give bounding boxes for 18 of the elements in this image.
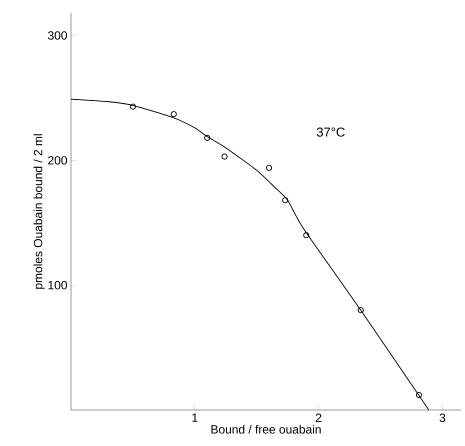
point: [266, 164, 272, 171]
x-axis-title: Bound / free ouabain: [211, 424, 321, 434]
point: [170, 111, 177, 118]
point: [130, 104, 136, 110]
y-tick-label: 100: [48, 280, 68, 290]
y-tick-label: 300: [48, 31, 68, 40]
point: [204, 134, 210, 141]
point: [358, 307, 364, 314]
x-tick-label: 1: [192, 414, 198, 422]
point: [303, 232, 310, 238]
y-tick-label: 200: [48, 156, 68, 165]
point: [221, 154, 228, 160]
x-tick-label: 2: [316, 414, 322, 422]
y-axis-title: pmoles Ouabain bound / 2 ml: [34, 134, 45, 289]
annotation: 37°C: [316, 128, 345, 137]
x-tick-label: 3: [440, 414, 446, 422]
point: [416, 392, 422, 398]
point: [282, 197, 288, 204]
